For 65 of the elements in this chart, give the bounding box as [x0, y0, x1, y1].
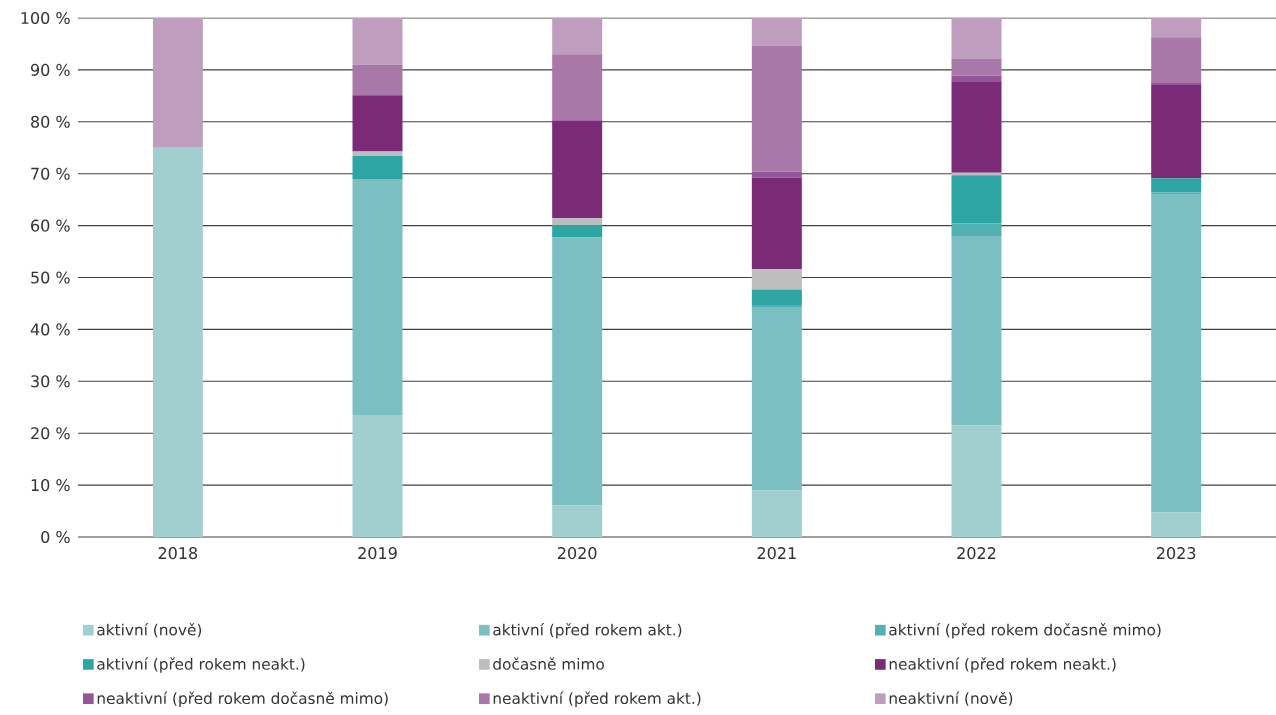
bar [751, 307, 802, 491]
legend-label: neaktivní (před rokem akt.) [493, 691, 701, 708]
x-tick-label: 2022 [957, 547, 996, 560]
legend-label: dočasně mimo [493, 657, 604, 670]
bar [951, 81, 1002, 173]
bar [951, 18, 1002, 59]
bar [352, 64, 403, 96]
bar [552, 237, 603, 506]
bar [552, 54, 603, 120]
legend-label: aktivní (před rokem neakt.) [97, 657, 305, 673]
bar [751, 269, 802, 290]
y-tick-label: 0 % [41, 530, 70, 544]
legend-label: neaktivní (před rokem neakt.) [889, 657, 1116, 673]
bar [1151, 84, 1202, 179]
bar [951, 425, 1002, 537]
y-tick-label: 10 % [31, 479, 70, 492]
bar [951, 175, 1002, 224]
bar [152, 18, 203, 148]
bar [352, 18, 403, 65]
y-tick-label: 40 % [30, 323, 70, 336]
bar [751, 171, 802, 178]
y-tick-label: 60 % [31, 219, 70, 232]
bar [1151, 193, 1202, 513]
y-tick-label: 20 % [31, 427, 70, 440]
bar [352, 178, 403, 416]
bar [951, 223, 1002, 236]
bar [352, 95, 403, 152]
bar [552, 218, 603, 226]
x-tick-label: 2021 [757, 547, 796, 560]
bar [1151, 82, 1202, 85]
legend-label: neaktivní (před rokem dočasně mimo) [97, 691, 388, 708]
bar [1151, 178, 1202, 193]
y-tick-label: 30 % [31, 375, 70, 388]
bar [751, 305, 802, 308]
bar [152, 147, 203, 537]
y-tick-label: 100 % [21, 11, 70, 25]
y-tick-label: 80 % [31, 115, 70, 128]
y-tick-label: 70 % [31, 167, 70, 180]
x-tick-label: 2018 [158, 547, 198, 560]
legend-label: neaktivní (nově) [889, 691, 1013, 706]
bar [352, 415, 403, 537]
x-tick-label: 2020 [557, 547, 597, 560]
bar [1151, 18, 1202, 38]
bar [552, 120, 603, 219]
bar [352, 151, 403, 157]
legend-label: aktivní (před rokem akt.) [493, 623, 682, 639]
legend-label: aktivní (před rokem dočasně mimo) [889, 623, 1161, 639]
y-tick-label: 50 % [31, 271, 70, 284]
y-tick-label: 90 % [30, 63, 70, 76]
bar [751, 45, 802, 172]
bar [552, 225, 603, 238]
bar [751, 18, 802, 46]
bar [352, 156, 403, 179]
bar [751, 490, 802, 537]
bar [1151, 512, 1202, 537]
x-tick-label: 2023 [1156, 547, 1196, 560]
bar [751, 289, 802, 306]
bar [552, 505, 603, 537]
bar [751, 177, 802, 270]
bar [951, 58, 1002, 76]
bar [1151, 37, 1202, 83]
bar [951, 235, 1002, 426]
bar [552, 18, 603, 55]
x-tick-label: 2019 [358, 547, 397, 560]
legend-label: aktivní (nově) [97, 623, 202, 638]
